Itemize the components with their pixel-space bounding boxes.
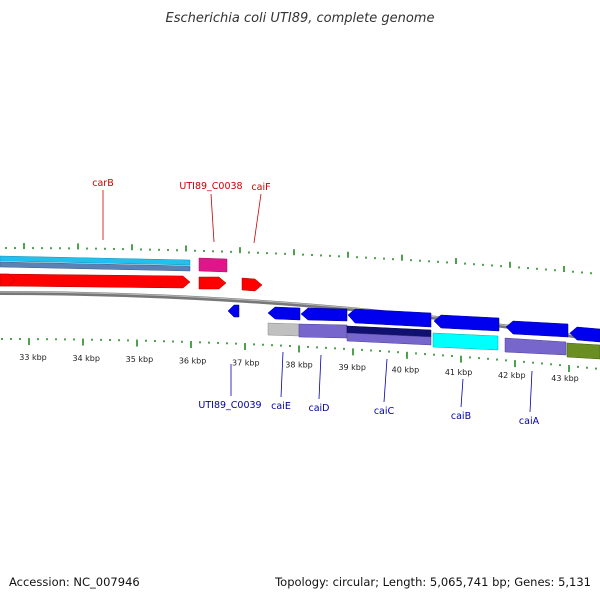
kbp-tick-label: 35 kbp [126, 355, 154, 364]
caia-cds-arrow[interactable] [505, 320, 569, 338]
utic0038-label[interactable]: UTI89_C0038 [179, 181, 242, 192]
reverse-gene-labels: UTI89_C0039 caiE caiD caiC caiB caiA [198, 351, 540, 427]
kbp-tick-label: 33 kbp [19, 353, 47, 362]
kbp-tick-label: 43 kbp [551, 374, 579, 383]
kbp-tick-labels: 33 kbp 34 kbp 35 kbp 36 kbp 37 kbp 38 kbp 39 k… [19, 353, 579, 383]
kbp-tick-label: 34 kbp [72, 354, 100, 363]
right-blue-cds-arrow[interactable] [569, 326, 600, 343]
steel-feature-bar[interactable] [0, 261, 191, 272]
caib-leader-line [460, 378, 464, 408]
carb-label[interactable]: carB [92, 178, 113, 189]
upper-tick-row [5, 243, 592, 275]
kbp-tick-label: 41 kbp [445, 368, 473, 377]
reverse-feature-tracks [227, 304, 600, 360]
forward-gene-labels: carB UTI89_C0038 caiF [92, 178, 271, 244]
caid-label[interactable]: caiD [309, 403, 330, 414]
kbp-tick-label: 37 kbp [232, 359, 260, 368]
kbp-tick-label: 36 kbp [179, 357, 207, 366]
caib-label[interactable]: caiB [451, 411, 471, 422]
lower-tick-row [1, 338, 597, 372]
caie-label[interactable]: caiE [271, 401, 291, 412]
caia-label[interactable]: caiA [519, 416, 540, 427]
genome-stats-text: Topology: circular; Length: 5,065,741 bp… [274, 575, 591, 589]
forward-feature-tracks [0, 255, 263, 292]
caic-label[interactable]: caiC [374, 406, 395, 417]
magenta-feature-bar[interactable] [198, 257, 228, 273]
caia-leader-line [529, 370, 533, 413]
purple-feature-bar-d[interactable] [298, 323, 348, 339]
caif-leader-line [253, 193, 262, 244]
caic-cds-arrow[interactable] [347, 308, 432, 328]
caif-cds-arrow[interactable] [241, 277, 263, 292]
caie-cds-arrow[interactable] [267, 306, 301, 321]
caid-cds-arrow[interactable] [300, 307, 348, 322]
accession-text: Accession: NC_007946 [9, 575, 140, 589]
caie-leader-line [280, 351, 284, 398]
purple-feature-bar-a[interactable] [504, 337, 567, 356]
utic0038-leader-line [210, 193, 215, 243]
utic0038-cds-arrow[interactable] [198, 276, 227, 290]
carb-cds-arrow[interactable] [0, 273, 191, 289]
left-red-cds-arrow[interactable] [0, 273, 16, 287]
kbp-tick-label: 38 kbp [285, 361, 313, 370]
cyan-feature-bar[interactable] [0, 255, 191, 266]
caid-leader-line [318, 354, 322, 400]
kbp-tick-label: 42 kbp [498, 371, 526, 380]
gray-feature-bar[interactable] [267, 322, 300, 337]
purple-feature-bar-c[interactable] [346, 332, 432, 346]
kbp-tick-label: 39 kbp [338, 363, 366, 372]
utic0039-label[interactable]: UTI89_C0039 [198, 400, 261, 411]
map-title: Escherichia coli UTI89, complete genome [166, 11, 435, 26]
utic0039-cds-arrow[interactable] [227, 304, 240, 318]
caif-label[interactable]: caiF [251, 182, 270, 193]
caib-cds-arrow[interactable] [433, 314, 500, 332]
olive-feature-bar[interactable] [566, 342, 600, 360]
aqua-feature-bar[interactable] [432, 332, 499, 351]
caic-leader-line [383, 358, 388, 403]
kbp-tick-label: 40 kbp [392, 365, 420, 374]
